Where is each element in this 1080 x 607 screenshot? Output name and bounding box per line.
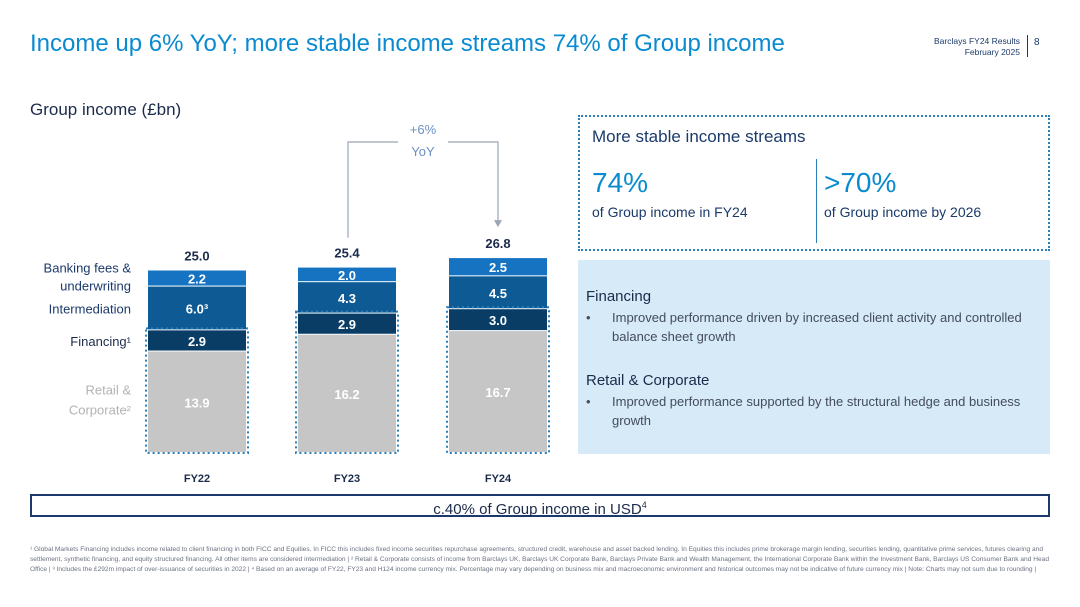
financing-bullet-text: Improved performance driven by increased… (612, 310, 1022, 344)
yoy-bracket-right (448, 141, 499, 223)
yoy-annotation-line2: YoY (411, 144, 435, 159)
yoy-arrow-head-icon (494, 220, 502, 228)
bar-fy22-series-1 (148, 330, 246, 351)
bar-fy22-series-0 (148, 351, 246, 452)
bar-value-label: 2.0 (338, 268, 356, 283)
bar-value-label: 4.5 (489, 286, 507, 301)
bar-fy24-series-0 (449, 331, 547, 452)
stat-2026-value: >70% (824, 167, 897, 198)
stat-2026-label: of Group income by 2026 (824, 204, 982, 220)
retail-bullet-text: Improved performance supported by the st… (612, 394, 1021, 428)
x-tick-label: FY24 (485, 473, 512, 485)
document-date: February 2025 (964, 47, 1020, 57)
stable-stream-outline (295, 310, 399, 454)
bar-fy24-series-3 (449, 258, 547, 276)
bar-total-label: 25.0 (184, 249, 209, 264)
stat-fy24-value: 74% (592, 167, 649, 198)
footnotes: ¹ Global Markets Financing includes inco… (30, 546, 1049, 573)
stable-stream-outline (145, 327, 249, 454)
stat-fy24-label: of Group income in FY24 (592, 204, 748, 220)
series-label-banking-fees: Banking fees & (44, 261, 132, 276)
chart-title: Group income (£bn) (30, 100, 182, 119)
bar-total-label: 25.4 (334, 246, 360, 261)
page-title: Income up 6% YoY; more stable income str… (30, 30, 785, 57)
bar-value-label: 2.9 (338, 317, 356, 332)
bar-value-label: 16.7 (485, 385, 510, 400)
header-divider (1027, 35, 1028, 57)
bar-fy24-series-2 (449, 276, 547, 309)
stable-income-title: More stable income streams (592, 127, 806, 146)
page-number: 8 (1034, 37, 1040, 48)
bar-value-label: 4.3 (338, 291, 356, 306)
bar-fy23-series-2 (298, 282, 396, 313)
bar-fy24-series-1 (449, 309, 547, 331)
bar-value-label: 16.2 (334, 387, 359, 402)
bar-value-label: 13.9 (184, 395, 209, 410)
bar-fy22-series-3 (148, 270, 246, 286)
bar-fy23-series-0 (298, 334, 396, 452)
document-info: Barclays FY24 Results February 2025 (934, 36, 1020, 58)
bar-total-label: 26.8 (485, 236, 510, 251)
series-label-intermediation: Intermediation (49, 301, 131, 316)
series-label-financing: Financing¹ (70, 334, 131, 349)
bar-value-label: 2.9 (188, 334, 206, 349)
bar-fy23-series-3 (298, 267, 396, 282)
bar-value-label: 2.2 (188, 272, 206, 287)
bar-value-label: 3.0 (489, 313, 507, 328)
usd-note-footnote-ref: 4 (641, 500, 647, 510)
bullet-icon: • (586, 394, 591, 409)
bar-value-label: 2.5 (489, 260, 507, 275)
group-income-chart: 13.9 2.9 6.0³ 2.2 25.0 FY22 16.2 2.9 4.3 2.0 25.4 F… (44, 122, 550, 485)
series-label-banking-fees-line2: underwriting (60, 279, 131, 294)
financing-heading: Financing (586, 288, 652, 305)
bar-fy23-series-1 (298, 313, 396, 334)
stable-stream-outline (446, 306, 550, 454)
x-tick-label: FY23 (334, 473, 360, 485)
bar-fy22-series-2 (148, 286, 246, 330)
x-tick-label: FY22 (184, 473, 210, 485)
series-label-retail-corporate-line2: Corporate² (69, 402, 132, 417)
commentary-panel: Financing • Improved performance driven … (578, 260, 1050, 454)
bullet-icon: • (586, 310, 591, 325)
yoy-annotation: +6% (410, 122, 437, 137)
usd-note-text: c.40% of Group income in USD (433, 501, 642, 518)
bar-value-label: 6.0³ (186, 301, 209, 316)
yoy-bracket-left (347, 141, 398, 238)
stat-divider (816, 159, 817, 243)
retail-heading: Retail & Corporate (586, 372, 710, 389)
stable-income-panel: More stable income streams 74% of Group … (578, 115, 1050, 251)
usd-income-note: c.40% of Group income in USD4 (30, 494, 1050, 518)
document-title: Barclays FY24 Results (934, 36, 1020, 46)
series-label-retail-corporate: Retail & (85, 382, 131, 397)
